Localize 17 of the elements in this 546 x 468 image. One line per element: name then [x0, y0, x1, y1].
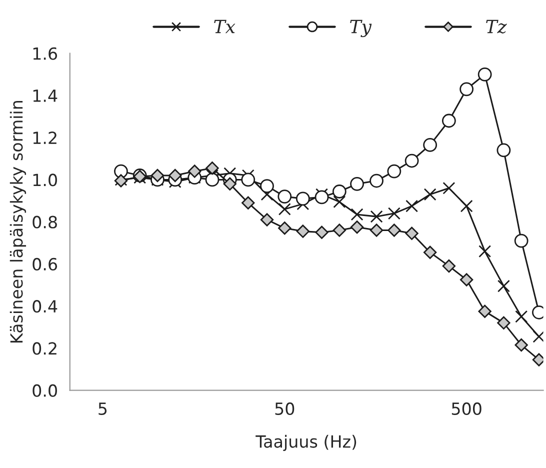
legend-label: Ty — [350, 20, 372, 38]
y-tick-label: 1.0 — [33, 174, 57, 186]
legend-label: Tz — [486, 20, 507, 34]
y-tick-label: 1.4 — [33, 90, 58, 102]
y-tick-label: 0.2 — [32, 342, 56, 355]
y-tick-label: 0.6 — [32, 258, 58, 271]
y-tick-label: 0.0 — [32, 384, 57, 397]
y-axis-title: Käsineen läpäisykyky sormiin — [10, 100, 26, 342]
y-tick-label: 1.2 — [33, 132, 56, 144]
y-tick-label: 1.6 — [33, 47, 58, 60]
legend-label: Tx — [214, 20, 236, 34]
y-tick-label: 0.4 — [32, 300, 58, 313]
x-tick-label: 50 — [275, 402, 294, 416]
x-tick-label: 500 — [452, 402, 482, 416]
y-tick-label: 0.8 — [32, 216, 57, 228]
x-tick-label: 5 — [98, 402, 107, 416]
x-axis-title: Taajuus (Hz) — [256, 434, 356, 452]
